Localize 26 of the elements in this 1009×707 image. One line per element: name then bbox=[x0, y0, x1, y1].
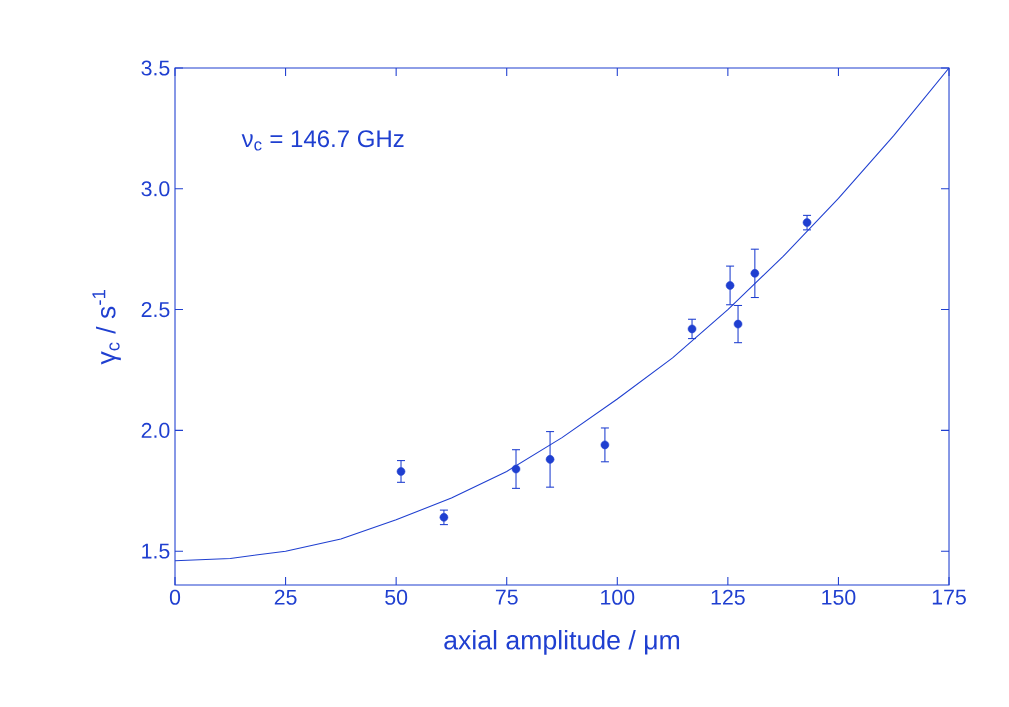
point bbox=[545, 455, 555, 464]
y-tick-label: 1.5 bbox=[142, 543, 170, 559]
x-tick-label: 0 bbox=[169, 589, 181, 605]
y-tick-label: 2.5 bbox=[141, 302, 170, 318]
point bbox=[511, 464, 521, 474]
y-tick-label: 3.5 bbox=[141, 60, 170, 76]
y-axis-title: γ$_{c}$ / s$^{-1}$ bbox=[92, 290, 121, 365]
x-tick-label: 125 bbox=[711, 589, 745, 605]
x-tick-label: 100 bbox=[601, 589, 635, 605]
point bbox=[687, 324, 697, 334]
point bbox=[802, 218, 812, 227]
y-tick-label: 3.0 bbox=[141, 181, 170, 197]
x-tick-label: 50 bbox=[385, 589, 408, 605]
point bbox=[725, 281, 735, 290]
point bbox=[600, 440, 610, 450]
annotation: ν$_{c}$ = 146.7 GHz bbox=[241, 130, 404, 151]
point bbox=[439, 513, 449, 522]
x-axis-title: axial amplitude / μm bbox=[444, 629, 680, 655]
point bbox=[396, 467, 406, 476]
x-tick-label: 75 bbox=[495, 589, 518, 605]
y-tick-label: 2.0 bbox=[141, 422, 170, 438]
x-tick-label: 25 bbox=[274, 589, 297, 605]
x-tick-label: 175 bbox=[932, 589, 966, 605]
point bbox=[750, 269, 760, 278]
x-tick-label: 150 bbox=[822, 589, 856, 605]
point bbox=[733, 319, 743, 329]
